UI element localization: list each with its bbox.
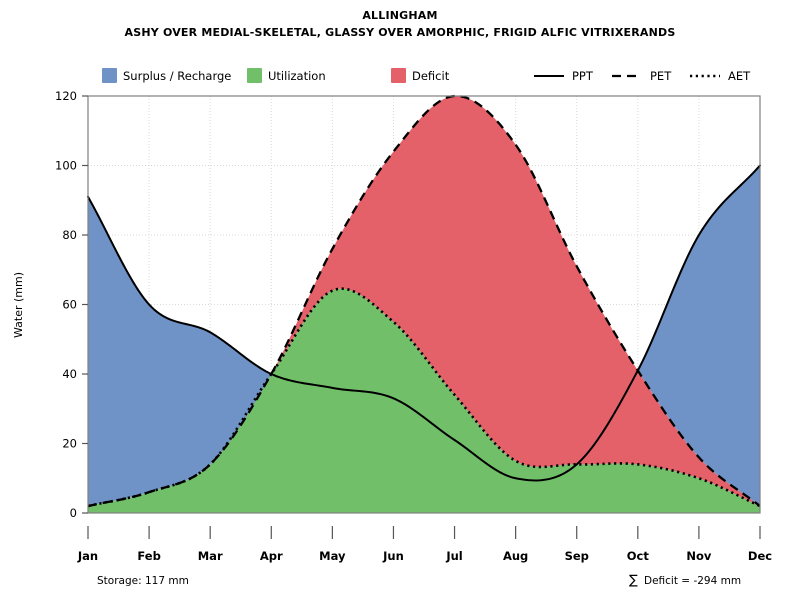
storage-annotation: Storage: 117 mm: [97, 575, 189, 587]
x-tick-label-jan: Jan: [77, 549, 98, 563]
x-tick-label-oct: Oct: [627, 549, 650, 563]
deficit-sum-text: Deficit = -294 mm: [644, 575, 741, 587]
deficit-sum-annotation: ∑ Deficit = -294 mm: [629, 573, 741, 588]
x-tick-label-nov: Nov: [686, 549, 712, 563]
data-curves: [87, 94, 761, 508]
curve-pet: [87, 94, 761, 508]
x-tick-label-jun: Jun: [382, 549, 404, 563]
legend-swatch-deficit: [391, 68, 406, 83]
legend-swatch-surplus: [102, 68, 117, 83]
y-tick-label: 120: [55, 89, 77, 103]
x-tick-label-dec: Dec: [748, 549, 772, 563]
y-tick-label: 0: [70, 506, 77, 520]
legend-swatch-utilization: [247, 68, 262, 83]
chart-legend: Surplus / Recharge Utilization Deficit P…: [102, 68, 751, 83]
y-axis: 0 20 40 60 80 100 120: [55, 89, 88, 520]
x-tick-label-jul: Jul: [445, 549, 462, 563]
band-deficit: [88, 95, 760, 507]
band-surplus-recharge: [637, 165, 760, 507]
legend-label-ppt: PPT: [572, 69, 594, 83]
curve-aet: [87, 287, 761, 508]
x-tick-label-mar: Mar: [198, 549, 223, 563]
curve-ppt: [87, 164, 761, 482]
x-tick-label-feb: Feb: [137, 549, 160, 563]
sigma-icon: ∑: [629, 573, 638, 588]
chart-subtitle: ASHY OVER MEDIAL-SKELETAL, GLASSY OVER A…: [125, 26, 676, 39]
y-tick-label: 60: [62, 298, 77, 312]
chart-title: ALLINGHAM: [362, 9, 437, 22]
x-tick-label-aug: Aug: [503, 549, 528, 563]
legend-label-surplus: Surplus / Recharge: [123, 69, 231, 83]
x-tick-label-apr: Apr: [260, 549, 283, 563]
y-axis-title: Water (mm): [12, 272, 25, 338]
plot-area: [87, 94, 761, 514]
legend-label-deficit: Deficit: [412, 69, 450, 83]
x-axis: Jan Feb Mar Apr May Jun Jul Aug Sep Oct Nov Dec: [77, 526, 772, 563]
x-tick-label-sep: Sep: [565, 549, 589, 563]
y-tick-label: 80: [62, 228, 77, 242]
legend-label-pet: PET: [650, 69, 672, 83]
y-tick-label: 100: [55, 159, 77, 173]
band-surplus-recharge: [88, 196, 272, 507]
legend-label-utilization: Utilization: [268, 69, 326, 83]
y-tick-label: 40: [62, 367, 77, 381]
filled-bands: [88, 95, 760, 513]
x-tick-label-may: May: [319, 549, 346, 563]
band-utilization: [88, 288, 760, 513]
y-tick-label: 20: [62, 437, 77, 451]
legend-label-aet: AET: [728, 69, 751, 83]
